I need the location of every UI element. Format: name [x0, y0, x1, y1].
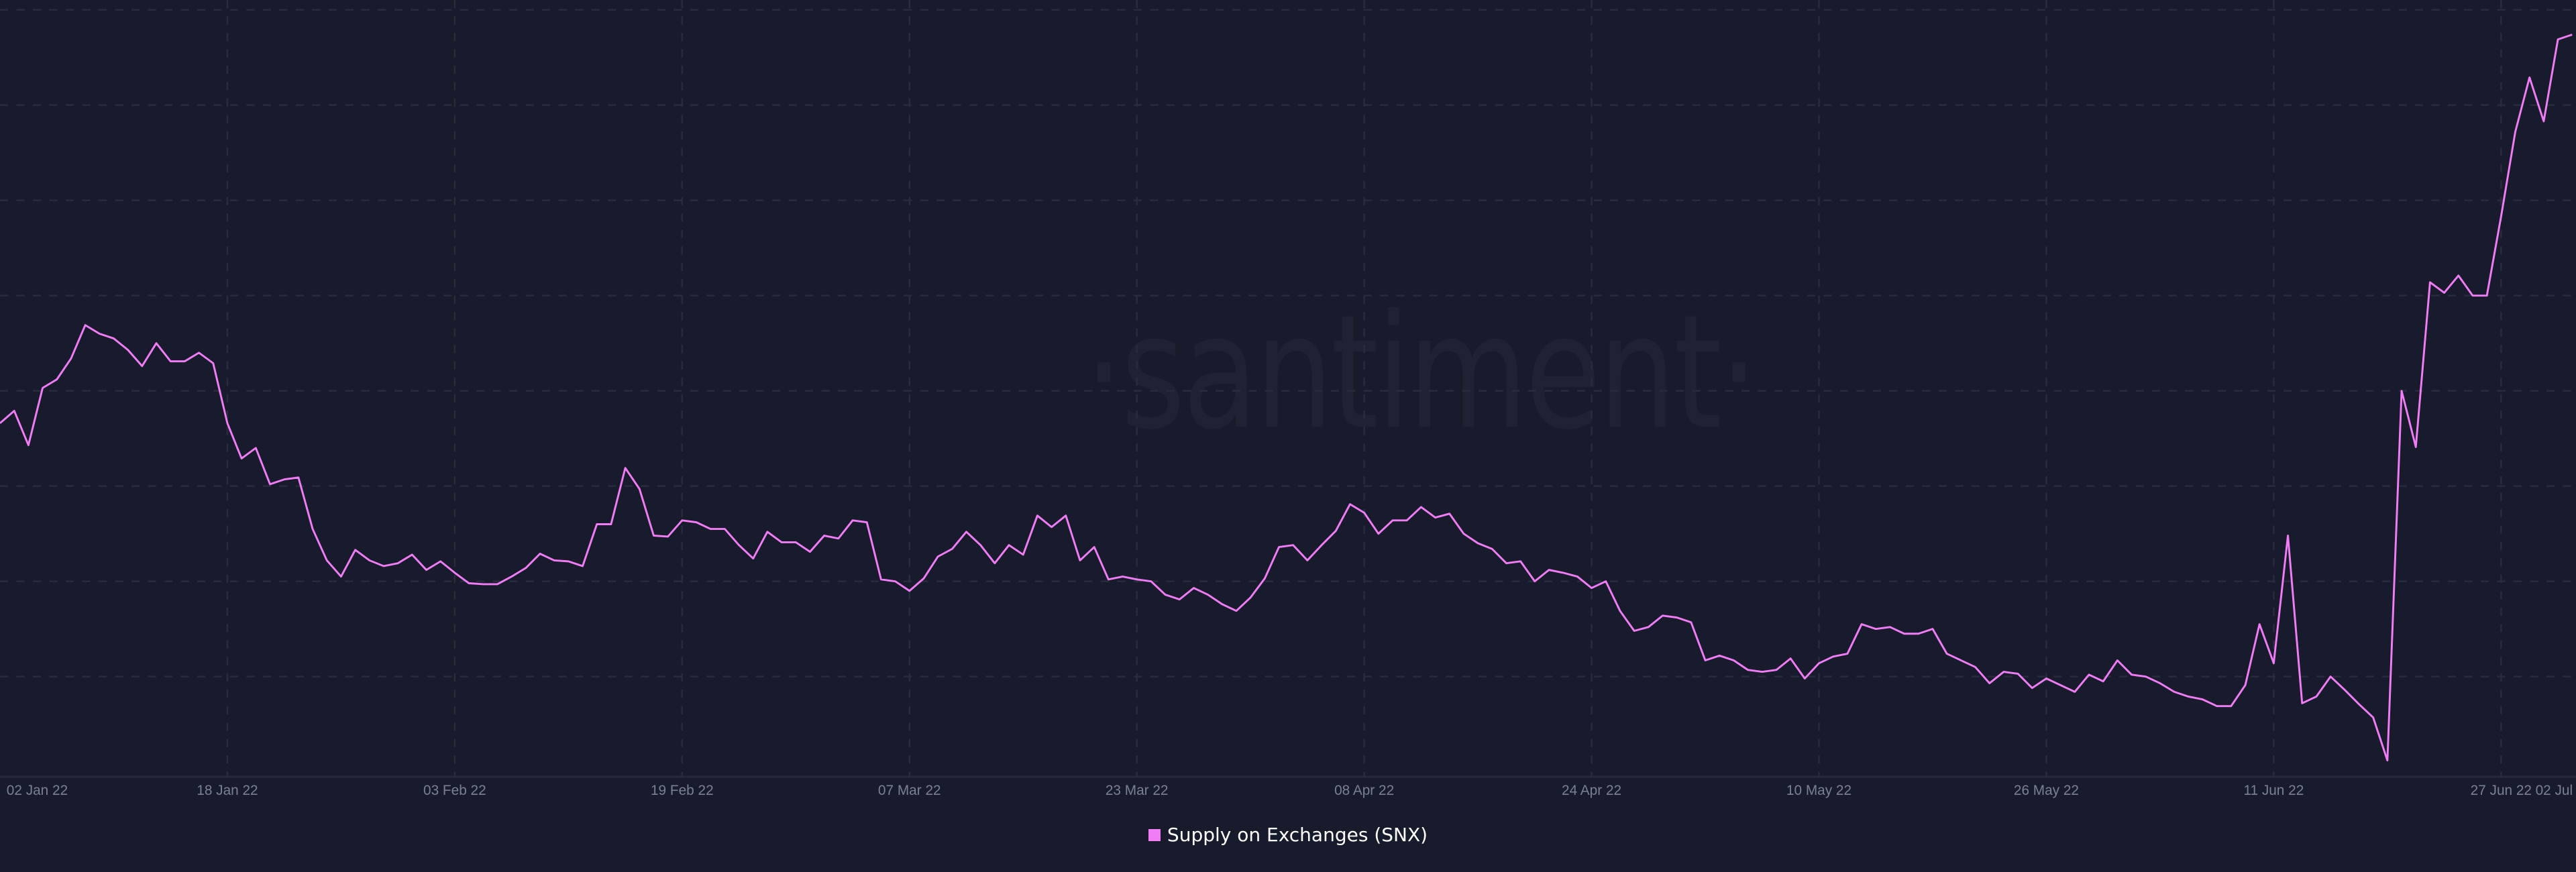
x-tick-label: 10 May 22 [1786, 783, 1851, 798]
series-line-supply-on-exchanges [0, 34, 2573, 762]
x-tick-label: 02 Jul [2536, 783, 2573, 798]
legend[interactable]: Supply on Exchanges (SNX) [0, 824, 2576, 846]
x-tick-label: 23 Mar 22 [1106, 783, 1169, 798]
x-tick-label: 24 Apr 22 [1562, 783, 1621, 798]
x-tick-label: 03 Feb 22 [423, 783, 486, 798]
vertical-gridlines [226, 0, 2502, 777]
x-tick-label: 02 Jan 22 [7, 783, 68, 798]
legend-swatch [1148, 828, 1161, 841]
x-axis-ticks: 02 Jan 22 18 Jan 22 03 Feb 22 19 Feb 22 07 M… [7, 783, 2573, 798]
legend-label[interactable]: Supply on Exchanges (SNX) [1167, 824, 1428, 846]
horizontal-gridlines [0, 9, 2576, 677]
santiment-watermark: ·santiment· [1085, 280, 1756, 464]
x-tick-label: 07 Mar 22 [878, 783, 941, 798]
x-tick-label: 11 Jun 22 [2243, 783, 2304, 798]
x-tick-label: 08 Apr 22 [1334, 783, 1394, 798]
x-tick-label: 27 Jun 22 [2471, 783, 2532, 798]
x-tick-label: 19 Feb 22 [651, 783, 714, 798]
x-tick-label: 18 Jan 22 [197, 783, 258, 798]
x-tick-label: 26 May 22 [2014, 783, 2079, 798]
